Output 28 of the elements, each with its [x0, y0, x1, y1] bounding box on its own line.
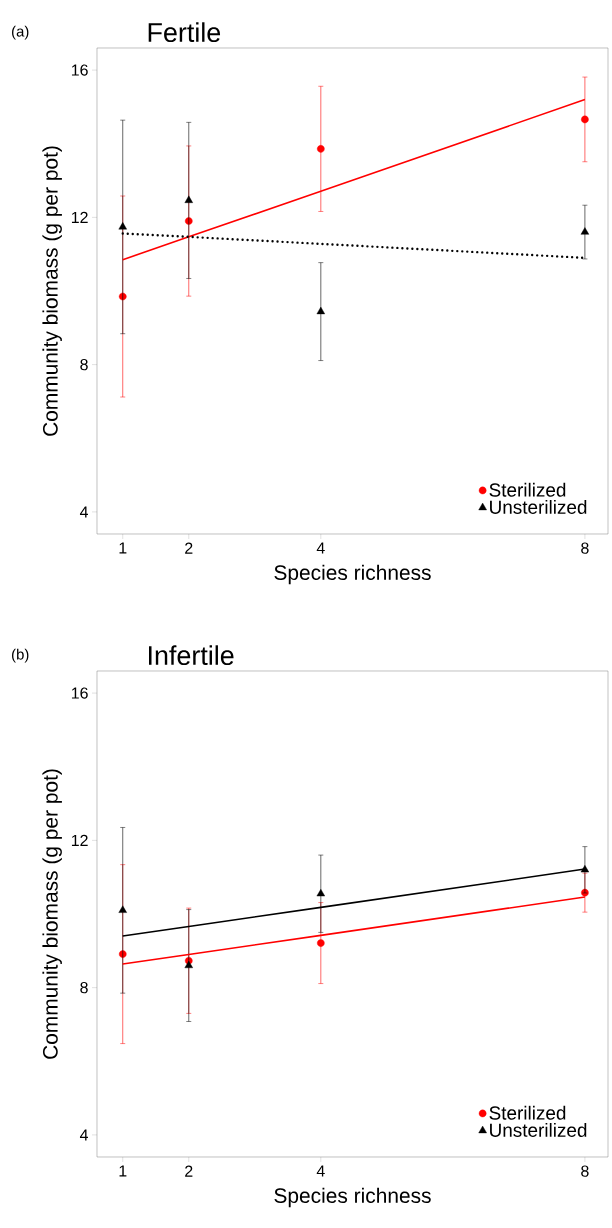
- x-tick-label: 8: [581, 542, 589, 554]
- y-tick-label: 4: [79, 1129, 88, 1141]
- y-tick-label: 16: [71, 64, 88, 76]
- x-axis-title: Species richness: [274, 564, 431, 585]
- y-tick-label: 16: [71, 687, 88, 699]
- x-tick-label: 8: [581, 1165, 589, 1177]
- y-tick-label: 12: [71, 211, 88, 223]
- y-tick-label: 4: [79, 506, 88, 518]
- y-axis-title: Community biomass (g per pot): [42, 146, 62, 436]
- x-tick-label: 1: [119, 542, 127, 554]
- text: (b): [12, 648, 29, 663]
- chart-title: Fertile: [148, 22, 221, 43]
- x-tick-label: 4: [316, 1165, 325, 1177]
- legend-label: Unsterilized: [490, 1123, 587, 1137]
- x-tick-label: 2: [185, 542, 193, 554]
- y-tick-label: 8: [80, 358, 88, 371]
- x-tick-label: 1: [119, 1165, 127, 1177]
- legend-label: Sterilized: [489, 1105, 566, 1120]
- text: (a): [12, 25, 29, 40]
- x-tick-label: 4: [316, 542, 325, 554]
- y-tick-label: 12: [71, 834, 88, 846]
- legend-label: Sterilized: [489, 482, 566, 497]
- y-axis-title: Community biomass (g per pot): [42, 769, 62, 1059]
- legend-label: Unsterilized: [490, 500, 587, 514]
- x-axis-title: Species richness: [274, 1187, 431, 1208]
- y-tick-label: 8: [80, 981, 88, 994]
- x-tick-label: 2: [185, 1165, 193, 1177]
- chart-title: Infertile: [148, 645, 234, 666]
